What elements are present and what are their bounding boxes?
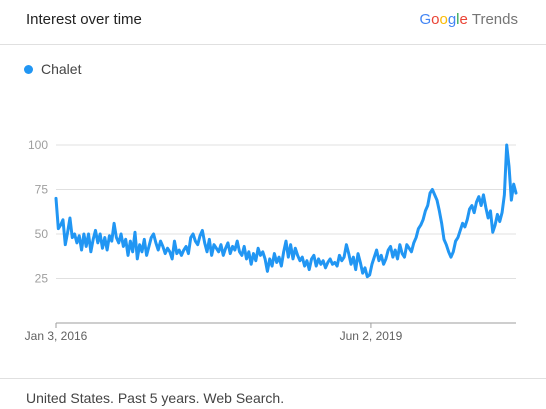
logo-letter: o <box>431 11 440 28</box>
interest-line-chart[interactable]: 25 50 75 100 Jan 3, 2016 Jun 2, 2019 <box>0 0 546 378</box>
x-axis-ticks: Jan 3, 2016 Jun 2, 2019 <box>25 323 403 343</box>
x-tick-label: Jan 3, 2016 <box>25 329 88 343</box>
footer-caption: United States. Past 5 years. Web Search. <box>26 390 285 406</box>
y-tick-label: 25 <box>35 272 49 286</box>
y-tick-label: 75 <box>35 183 49 197</box>
x-tick-label: Jun 2, 2019 <box>340 329 403 343</box>
logo-suffix: Trends <box>471 11 518 28</box>
chart-legend[interactable]: Chalet <box>24 61 81 77</box>
logo-letter: G <box>419 11 432 28</box>
google-trends-logo: Google Trends <box>419 11 518 28</box>
legend-dot-icon <box>24 64 33 74</box>
series-line-chalet[interactable] <box>54 143 518 279</box>
y-tick-label: 100 <box>28 138 48 152</box>
y-tick-label: 50 <box>35 227 49 241</box>
logo-letter: l <box>456 11 460 28</box>
legend-label: Chalet <box>41 61 82 77</box>
card-footer: United States. Past 5 years. Web Search. <box>0 378 546 409</box>
chart-grid <box>56 144 516 279</box>
logo-letter: e <box>459 11 468 28</box>
card-title: Interest over time <box>26 11 142 28</box>
card-header: Interest over time Google Trends <box>0 0 546 45</box>
logo-letter: g <box>447 11 457 28</box>
y-axis-ticks: 25 50 75 100 <box>28 138 48 286</box>
series-chalet <box>54 143 518 279</box>
logo-letter: o <box>439 11 448 28</box>
